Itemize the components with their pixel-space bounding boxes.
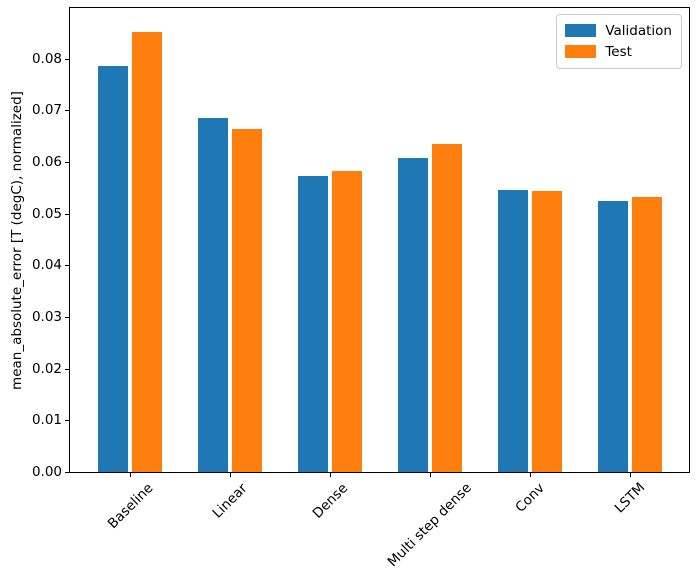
x-tick-label: LSTM: [611, 479, 649, 517]
legend-label-test: Test: [605, 43, 632, 60]
y-tick-mark: [65, 58, 69, 60]
y-tick-label: 0.02: [31, 360, 62, 377]
y-tick-mark: [65, 265, 69, 267]
x-tick-label: Dense: [309, 480, 351, 522]
bar-validation-lstm: [598, 201, 628, 472]
y-tick-mark: [65, 161, 69, 163]
y-tick-mark: [65, 420, 69, 422]
bar-validation-dense: [298, 175, 328, 472]
legend-item-test: Test: [565, 41, 672, 62]
y-tick-label: 0.06: [31, 153, 62, 170]
x-tick-mark: [230, 473, 231, 477]
y-tick-label: 0.03: [31, 308, 62, 325]
y-tick-label: 0.05: [31, 205, 62, 222]
legend-swatch-validation: [565, 24, 597, 37]
y-tick-label: 0.08: [31, 50, 62, 67]
x-tick-mark: [630, 473, 631, 477]
y-tick-mark: [65, 368, 69, 370]
legend-item-validation: Validation: [565, 20, 672, 41]
legend-label-validation: Validation: [605, 22, 672, 39]
x-tick-label: Conv: [512, 479, 548, 516]
bar-validation-multi-step-dense: [398, 158, 428, 472]
legend: Validation Test: [556, 14, 682, 69]
x-tick-mark: [430, 473, 431, 477]
bar-test-multi-step-dense: [432, 144, 462, 472]
y-tick-label: 0.01: [31, 412, 62, 429]
x-tick-mark: [330, 473, 331, 477]
x-tick-label: Multi step dense: [384, 480, 475, 571]
bar-test-baseline: [132, 31, 162, 472]
y-axis-label: mean_absolute_error [T (degC), normalize…: [8, 90, 25, 390]
y-tick-label: 0.04: [31, 257, 62, 274]
bar-validation-linear: [198, 117, 228, 472]
y-tick-label: 0.00: [31, 464, 62, 480]
y-tick-mark: [65, 316, 69, 318]
plot-area: [70, 8, 689, 472]
x-tick-label: Linear: [209, 480, 251, 521]
bar-test-dense: [332, 171, 362, 472]
x-tick-mark: [530, 473, 531, 477]
bar-validation-conv: [498, 190, 528, 472]
bar-test-lstm: [632, 197, 662, 472]
bar-test-conv: [532, 191, 562, 472]
x-tick-label: Baseline: [104, 479, 157, 532]
y-tick-mark: [65, 472, 69, 473]
bar-test-linear: [232, 128, 262, 472]
y-tick-mark: [65, 110, 69, 112]
legend-swatch-test: [565, 45, 597, 58]
bar-validation-baseline: [98, 66, 128, 472]
y-tick-mark: [65, 213, 69, 215]
x-tick-mark: [130, 473, 131, 477]
y-tick-label: 0.07: [31, 102, 62, 119]
